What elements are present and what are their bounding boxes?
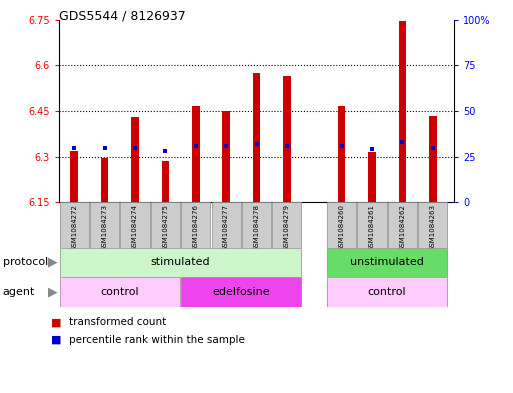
- Bar: [327, 277, 447, 307]
- Bar: [399, 21, 406, 202]
- Bar: [283, 76, 291, 202]
- Bar: [151, 202, 180, 248]
- Bar: [60, 202, 89, 248]
- Bar: [327, 202, 356, 248]
- Text: edelfosine: edelfosine: [212, 287, 270, 297]
- Bar: [253, 73, 260, 202]
- Bar: [272, 202, 302, 248]
- Text: ▶: ▶: [48, 285, 57, 298]
- Text: transformed count: transformed count: [69, 317, 167, 327]
- Bar: [338, 107, 345, 202]
- Text: GSM1084272: GSM1084272: [71, 204, 77, 251]
- Text: GSM1084261: GSM1084261: [369, 204, 375, 251]
- Bar: [60, 277, 180, 307]
- Text: agent: agent: [3, 287, 35, 297]
- Bar: [162, 161, 169, 202]
- Text: GSM1084278: GSM1084278: [253, 204, 260, 251]
- Bar: [211, 202, 241, 248]
- Bar: [70, 151, 78, 202]
- Text: control: control: [368, 287, 406, 297]
- Bar: [368, 152, 376, 202]
- Bar: [181, 202, 210, 248]
- Bar: [242, 202, 271, 248]
- Bar: [388, 202, 417, 248]
- Bar: [327, 248, 447, 277]
- Bar: [60, 248, 302, 277]
- Bar: [192, 107, 200, 202]
- Bar: [358, 202, 387, 248]
- Bar: [418, 202, 447, 248]
- Bar: [121, 202, 150, 248]
- Bar: [101, 158, 108, 202]
- Text: GSM1084273: GSM1084273: [102, 204, 108, 251]
- Bar: [90, 202, 119, 248]
- Text: GSM1084276: GSM1084276: [193, 204, 199, 251]
- Text: unstimulated: unstimulated: [350, 257, 424, 267]
- Bar: [222, 111, 230, 202]
- Text: percentile rank within the sample: percentile rank within the sample: [69, 335, 245, 345]
- Text: GSM1084274: GSM1084274: [132, 204, 138, 251]
- Text: GDS5544 / 8126937: GDS5544 / 8126937: [59, 10, 186, 23]
- Text: GSM1084260: GSM1084260: [339, 204, 345, 251]
- Text: ■: ■: [51, 335, 62, 345]
- Bar: [429, 116, 437, 202]
- Text: GSM1084275: GSM1084275: [162, 204, 168, 251]
- Text: ▶: ▶: [48, 256, 57, 269]
- Text: GSM1084277: GSM1084277: [223, 204, 229, 251]
- Text: protocol: protocol: [3, 257, 48, 267]
- Text: GSM1084279: GSM1084279: [284, 204, 290, 251]
- Bar: [131, 117, 139, 202]
- Text: GSM1084263: GSM1084263: [430, 204, 436, 251]
- Text: stimulated: stimulated: [151, 257, 210, 267]
- Text: ■: ■: [51, 317, 62, 327]
- Text: GSM1084262: GSM1084262: [399, 204, 405, 251]
- Text: control: control: [101, 287, 139, 297]
- Bar: [181, 277, 302, 307]
